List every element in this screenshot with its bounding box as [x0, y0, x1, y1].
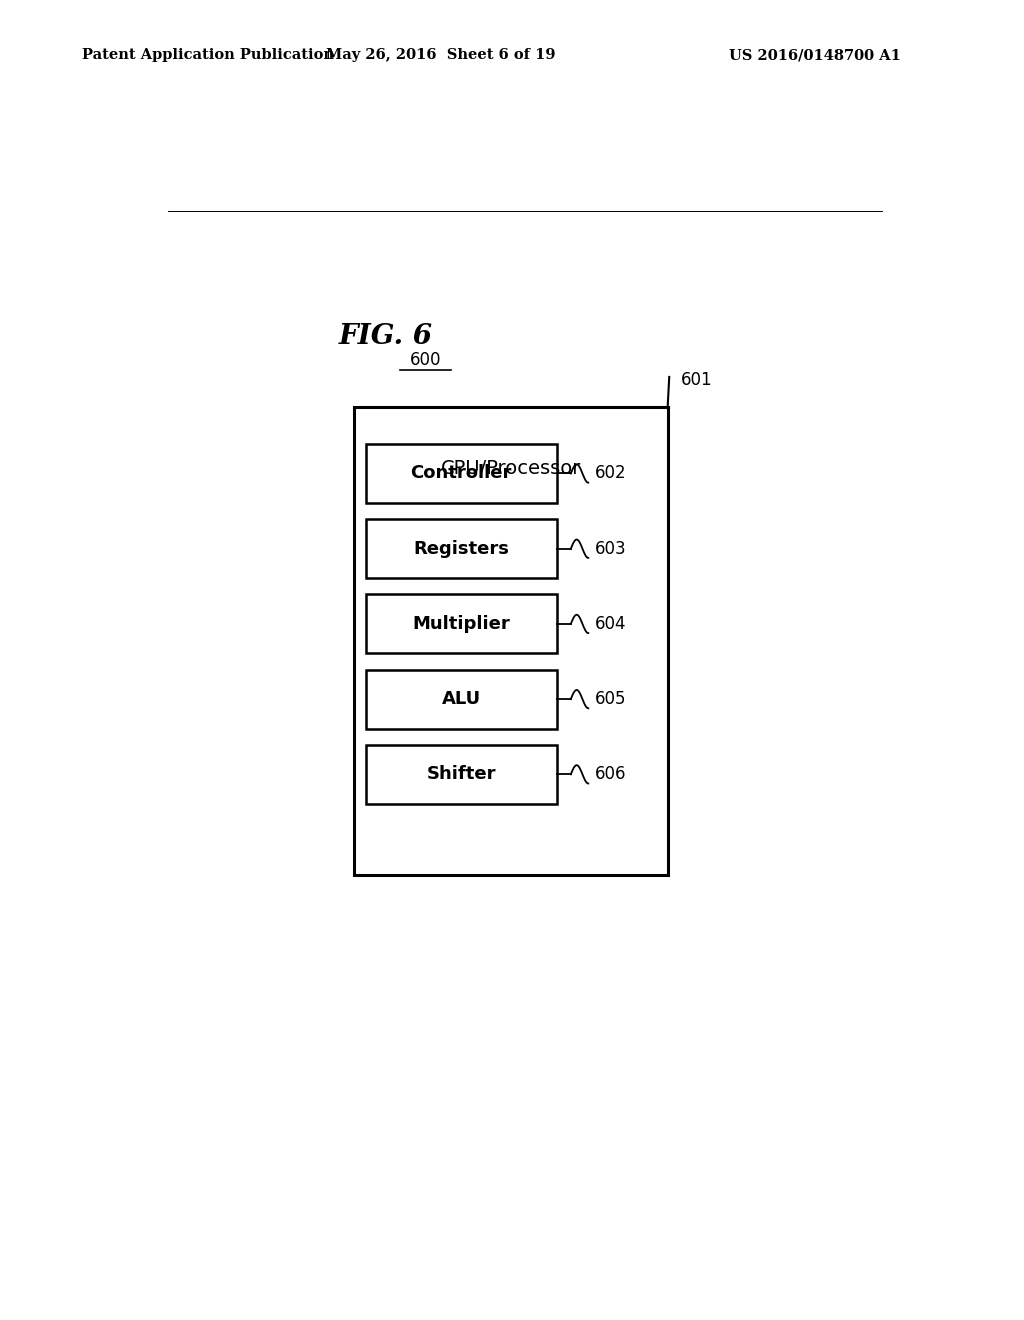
Text: FIG. 6: FIG. 6: [338, 323, 432, 350]
Text: Patent Application Publication: Patent Application Publication: [82, 49, 334, 62]
Text: Registers: Registers: [414, 540, 509, 557]
Text: 600: 600: [410, 351, 441, 368]
Text: Multiplier: Multiplier: [413, 615, 510, 632]
Text: 604: 604: [595, 615, 626, 632]
Bar: [367, 444, 557, 503]
Text: 603: 603: [595, 540, 627, 557]
Text: ALU: ALU: [441, 690, 481, 708]
Text: Shifter: Shifter: [427, 766, 496, 783]
Text: CPU/Processor: CPU/Processor: [440, 459, 581, 478]
Bar: [367, 744, 557, 804]
Text: 602: 602: [595, 465, 627, 483]
Bar: [367, 594, 557, 653]
Bar: [367, 519, 557, 578]
Text: 605: 605: [595, 690, 626, 708]
Text: US 2016/0148700 A1: US 2016/0148700 A1: [729, 49, 901, 62]
Text: 601: 601: [681, 371, 713, 389]
Text: Controller: Controller: [411, 465, 512, 483]
Bar: [367, 669, 557, 729]
Bar: [354, 408, 668, 875]
Text: May 26, 2016  Sheet 6 of 19: May 26, 2016 Sheet 6 of 19: [326, 49, 555, 62]
Text: 606: 606: [595, 766, 626, 783]
